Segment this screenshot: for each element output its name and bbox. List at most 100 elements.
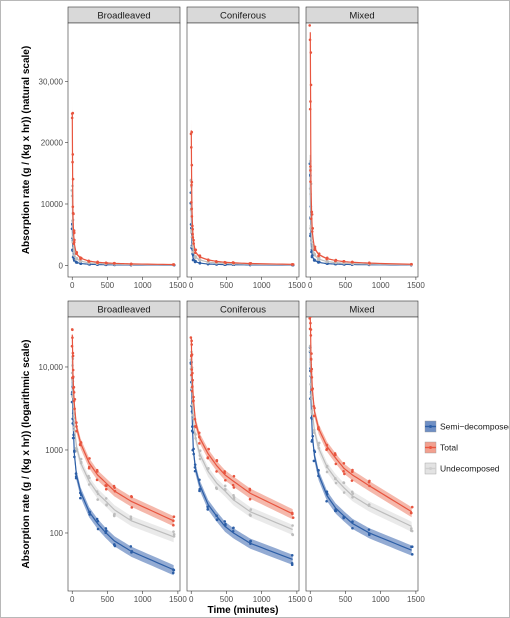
facet-strip-label: Coniferous <box>220 11 266 22</box>
data-point-semi-decomposed <box>249 542 252 545</box>
x-tick-label: 1000 <box>134 595 152 604</box>
data-point-undecomposed <box>317 441 321 445</box>
data-point-total <box>71 177 75 181</box>
x-tick-label: 1500 <box>169 281 187 290</box>
data-point-total <box>71 205 75 209</box>
x-tick-label: 1000 <box>253 595 271 604</box>
plot-area <box>308 23 413 267</box>
data-point-semi-decomposed <box>78 491 82 495</box>
data-point-total <box>190 215 194 218</box>
data-point-semi-decomposed <box>316 468 320 472</box>
data-point-semi-decomposed <box>215 518 219 521</box>
data-point-total <box>309 217 313 221</box>
data-point-semi-decomposed <box>95 517 99 521</box>
data-point-total <box>214 260 218 263</box>
data-point-undecomposed <box>72 254 76 257</box>
data-point-semi-decomposed <box>290 553 294 557</box>
data-point-total <box>291 512 294 516</box>
data-point-semi-decomposed <box>350 520 354 524</box>
data-point-total <box>410 505 414 509</box>
data-point-total <box>190 354 193 358</box>
data-point-semi-decomposed <box>310 416 313 420</box>
data-point-undecomposed <box>87 474 90 478</box>
data-point-total <box>72 240 76 244</box>
data-point-undecomposed <box>193 255 197 258</box>
confidence-band-undecomposed <box>72 355 174 543</box>
data-point-total <box>72 385 76 389</box>
data-point-total <box>95 478 99 482</box>
series-total <box>308 23 413 266</box>
y-tick-label: 30,000 <box>39 77 64 86</box>
data-point-undecomposed <box>79 457 83 461</box>
data-point-total <box>192 238 195 242</box>
data-point-semi-decomposed <box>334 509 338 513</box>
data-point-undecomposed <box>198 449 202 453</box>
data-point-undecomposed <box>232 498 236 501</box>
data-point-total <box>191 371 194 375</box>
data-point-total <box>309 328 313 331</box>
x-axis-title: Time (minutes) <box>208 605 279 616</box>
data-point-semi-decomposed <box>311 434 314 438</box>
data-point-semi-decomposed <box>312 449 316 452</box>
data-point-total <box>223 471 226 475</box>
data-point-undecomposed <box>74 258 78 261</box>
data-point-semi-decomposed <box>74 475 78 478</box>
data-point-total <box>215 470 218 473</box>
data-point-undecomposed <box>75 448 79 451</box>
data-point-total <box>224 261 227 264</box>
x-tick-label: 1000 <box>372 281 390 290</box>
data-point-undecomposed <box>104 497 108 500</box>
plot-area <box>70 328 176 576</box>
x-tick-label: 0 <box>308 281 313 290</box>
data-point-semi-decomposed <box>317 260 321 264</box>
data-point-undecomposed <box>72 412 76 416</box>
data-point-total <box>310 367 314 371</box>
data-point-total <box>308 107 312 111</box>
data-point-undecomposed <box>291 524 294 527</box>
facet-strip-label: Coniferous <box>220 305 266 316</box>
data-point-total <box>75 250 79 254</box>
data-point-total <box>309 100 312 103</box>
data-point-undecomposed <box>334 477 337 481</box>
data-point-total <box>367 480 371 484</box>
panel-border <box>305 22 419 278</box>
data-point-undecomposed <box>105 503 108 506</box>
data-point-total <box>130 495 134 499</box>
data-point-total <box>309 165 312 168</box>
data-point-total <box>190 180 194 184</box>
data-point-total <box>190 343 193 346</box>
data-point-semi-decomposed <box>88 513 92 516</box>
data-point-total <box>194 251 197 255</box>
y-tick-label: 1000 <box>45 446 63 455</box>
data-point-semi-decomposed <box>112 543 116 547</box>
x-tick-label: 1000 <box>372 595 390 604</box>
confidence-band-semi-decomposed <box>191 360 293 565</box>
confidence-band-total <box>72 329 174 527</box>
data-point-total <box>368 484 371 488</box>
data-point-total <box>190 389 194 393</box>
chart-row-log: Broadleaved 0 500 1000 1500 100 1000 10,000 Coni… <box>21 300 425 616</box>
data-point-total <box>309 369 313 373</box>
legend-item: Undecomposed <box>424 462 500 475</box>
confidence-band-total <box>310 317 412 518</box>
data-point-total <box>311 227 314 230</box>
data-point-undecomposed <box>325 465 329 469</box>
data-point-total <box>194 425 198 429</box>
data-point-total <box>104 261 108 265</box>
data-point-total <box>368 261 371 265</box>
data-point-total <box>71 368 75 372</box>
data-point-semi-decomposed <box>192 452 196 456</box>
data-point-undecomposed <box>311 243 314 247</box>
data-point-semi-decomposed <box>325 490 329 494</box>
data-point-total <box>308 317 312 320</box>
data-point-semi-decomposed <box>171 571 175 575</box>
data-point-total <box>193 417 197 421</box>
facet-strip-label: Mixed <box>349 11 374 22</box>
data-point-total <box>113 489 117 493</box>
data-point-undecomposed <box>96 492 100 496</box>
data-point-semi-decomposed <box>198 261 202 265</box>
data-point-semi-decomposed <box>367 528 371 531</box>
data-point-total <box>172 515 176 519</box>
data-point-semi-decomposed <box>194 259 197 263</box>
data-point-total <box>224 478 227 482</box>
